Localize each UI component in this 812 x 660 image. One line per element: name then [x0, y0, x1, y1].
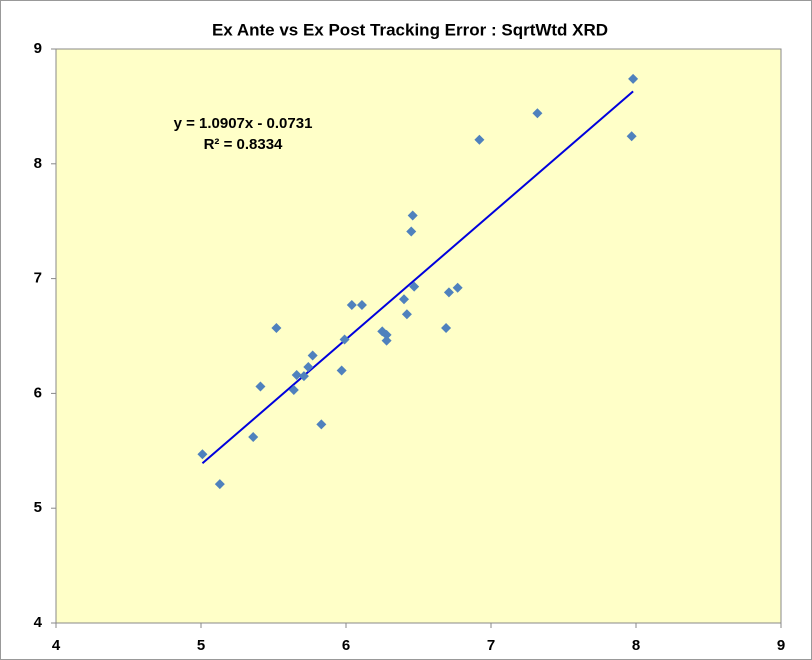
- x-tick-label: 9: [777, 637, 785, 654]
- point: [406, 226, 417, 237]
- point: [316, 419, 327, 430]
- point: [452, 282, 463, 293]
- y-tick-label: 7: [34, 270, 42, 287]
- y-tick-label: 9: [34, 40, 42, 57]
- point: [248, 432, 259, 443]
- y-tick-label: 8: [34, 155, 42, 172]
- x-tick-label: 8: [632, 637, 640, 654]
- point: [214, 479, 225, 490]
- point: [291, 370, 302, 381]
- point: [356, 300, 367, 311]
- trendline-equation: y = 1.0907x - 0.0731: [174, 115, 313, 132]
- point: [443, 287, 454, 298]
- point: [381, 335, 392, 346]
- y-tick-label: 4: [34, 614, 43, 631]
- y-tick-label: 5: [34, 499, 42, 516]
- point: [307, 350, 318, 361]
- point: [474, 134, 485, 145]
- x-tick-label: 6: [342, 637, 350, 654]
- x-tick-label: 7: [487, 637, 495, 654]
- point: [381, 329, 392, 340]
- plot-area: [55, 48, 782, 624]
- point: [626, 131, 637, 142]
- x-tick-label: 4: [52, 637, 61, 654]
- point: [298, 371, 309, 382]
- point: [441, 322, 452, 333]
- point: [532, 108, 543, 119]
- point: [409, 281, 420, 292]
- point: [303, 361, 314, 372]
- y-tick-label: 6: [34, 384, 42, 401]
- trendline-r-squared: R² = 0.8334: [204, 136, 283, 153]
- trendline: [201, 90, 634, 465]
- chart-title: Ex Ante vs Ex Post Tracking Error : Sqrt…: [212, 20, 608, 39]
- x-tick-label: 5: [197, 637, 205, 654]
- point: [271, 322, 282, 333]
- point: [255, 381, 266, 392]
- point: [399, 294, 409, 305]
- point: [346, 300, 357, 311]
- point: [407, 210, 418, 221]
- point: [628, 73, 639, 84]
- point: [336, 365, 347, 376]
- point: [401, 309, 412, 320]
- point: [197, 449, 208, 460]
- point: [288, 384, 299, 395]
- point: [339, 334, 350, 345]
